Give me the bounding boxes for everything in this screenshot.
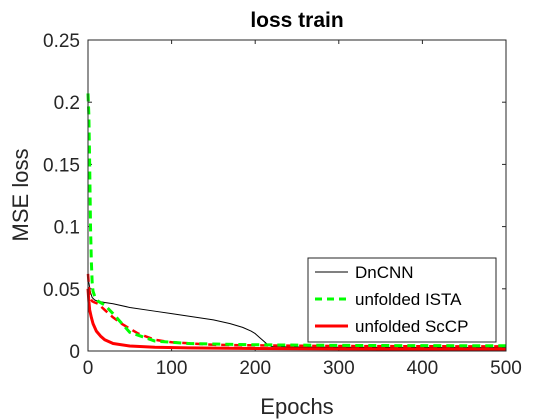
series-line-unfolded-ista: [86, 93, 507, 348]
series-layer: [86, 93, 507, 351]
y-tick-label: 0.05: [43, 280, 80, 301]
x-axis-label: Epochs: [260, 394, 333, 419]
legend-label-dncnn: DnCNN: [355, 263, 414, 282]
y-tick-label: 0: [69, 342, 80, 363]
x-tick-label: 0: [83, 358, 94, 379]
x-tick-label: 400: [407, 358, 439, 379]
y-axis-label: MSE loss: [8, 149, 33, 242]
y-tick-label: 0.15: [43, 155, 80, 176]
x-tick-label: 500: [490, 358, 522, 379]
y-ticks: 0 0.05 0.1 0.15 0.2 0.25: [43, 31, 506, 363]
y-tick-label: 0.25: [43, 31, 80, 52]
legend: DnCNN unfolded ISTA unfolded ScCP: [307, 257, 497, 343]
y-tick-label: 0.2: [54, 93, 80, 114]
x-tick-label: 100: [156, 358, 188, 379]
chart-title: loss train: [250, 9, 343, 32]
series-line-unfolded-sccp: [86, 288, 507, 351]
y-tick-label: 0.1: [54, 218, 80, 239]
legend-label-unfolded-ista: unfolded ISTA: [355, 290, 462, 309]
x-tick-label: 300: [323, 358, 355, 379]
plot-frame: [87, 39, 507, 352]
legend-label-unfolded-sccp: unfolded ScCP: [355, 317, 468, 336]
x-tick-label: 200: [239, 358, 271, 379]
series-line-dncnn: [87, 273, 507, 349]
